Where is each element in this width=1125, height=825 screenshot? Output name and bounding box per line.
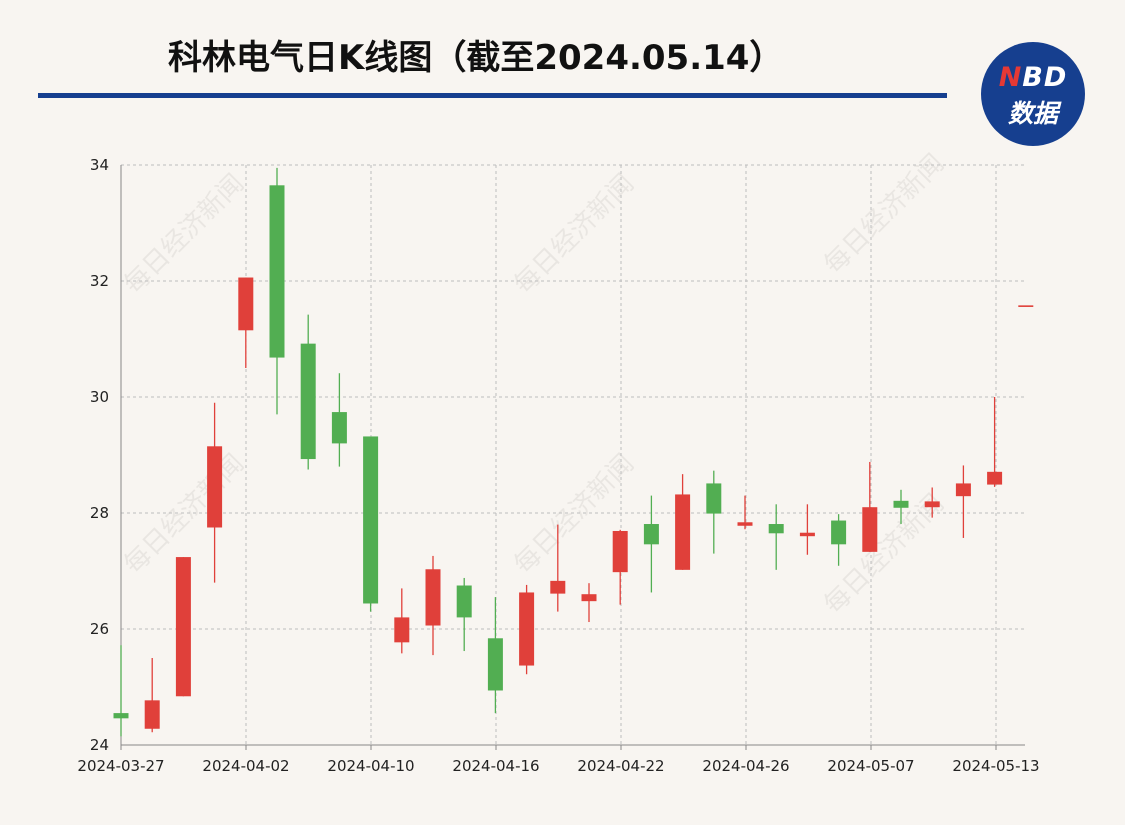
- y-tick-label: 34: [90, 156, 109, 174]
- candle-body: [643, 524, 659, 545]
- logo-bd-letters: BD: [1022, 62, 1068, 93]
- logo-n-letter: N: [998, 62, 1023, 93]
- candle-body: [456, 585, 472, 618]
- y-tick-label: 30: [90, 388, 109, 406]
- candle-body: [175, 557, 191, 697]
- x-tick-label: 2024-04-10: [327, 757, 414, 775]
- candle: [113, 645, 129, 737]
- watermark-text: 每日经济新闻: [119, 169, 251, 301]
- candle: [519, 584, 535, 675]
- title-underline: [38, 93, 947, 98]
- chart-title: 科林电气日K线图（截至2024.05.14）: [168, 38, 784, 78]
- candle: [893, 489, 909, 525]
- candle: [987, 397, 1003, 487]
- candle-body: [612, 530, 628, 573]
- candle: [706, 470, 722, 554]
- candle-body: [519, 592, 535, 666]
- candle: [238, 277, 254, 368]
- candle-body: [425, 569, 441, 626]
- candle: [612, 529, 628, 605]
- logo-nbd-text: NBD: [981, 62, 1085, 93]
- x-tick-label: 2024-05-07: [827, 757, 914, 775]
- candle-body: [1018, 305, 1034, 307]
- chart-axes: 24 26 28 30 32 34 2024-03-27 2024-04-02 2024-04-…: [77, 156, 1039, 775]
- candle-body: [987, 471, 1003, 485]
- candle-body: [924, 501, 940, 508]
- candle: [394, 588, 410, 654]
- candle: [456, 577, 472, 652]
- x-tick-label: 2024-04-16: [452, 757, 539, 775]
- candle: [643, 495, 659, 593]
- candle: [675, 474, 691, 570]
- candle: [175, 557, 191, 697]
- candle: [737, 495, 753, 530]
- candle-body: [706, 483, 722, 514]
- candle: [831, 514, 847, 566]
- y-tick-label: 26: [90, 620, 109, 638]
- candle: [207, 402, 223, 583]
- candle: [363, 436, 379, 612]
- logo-shuju-text: 数据: [1007, 99, 1058, 128]
- candle-body: [737, 522, 753, 526]
- candle-body: [893, 500, 909, 508]
- x-tick-label: 2024-04-02: [202, 757, 289, 775]
- candle: [144, 658, 160, 733]
- candle: [581, 583, 597, 623]
- candle: [799, 504, 815, 555]
- candle-body: [238, 277, 254, 331]
- candle-body: [113, 713, 129, 719]
- candle: [550, 524, 566, 612]
- candle-body: [955, 483, 971, 497]
- candle-body: [394, 617, 410, 643]
- candle-body: [363, 436, 379, 604]
- candle-body: [300, 343, 316, 460]
- candle: [425, 555, 441, 656]
- candle: [862, 461, 878, 552]
- x-tick-label: 2024-04-26: [702, 757, 789, 775]
- candle: [955, 465, 971, 538]
- x-tick-label: 2024-05-13: [952, 757, 1039, 775]
- candle-body: [144, 700, 160, 729]
- candle-body: [331, 412, 347, 444]
- candle: [768, 504, 784, 570]
- candle-body: [831, 520, 847, 545]
- candle-body: [675, 494, 691, 570]
- watermark-text: 每日经济新闻: [819, 149, 951, 281]
- watermark-text: 每日经济新闻: [509, 169, 641, 301]
- candle-series: [113, 167, 1034, 737]
- candle: [487, 597, 503, 714]
- x-tick-label: 2024-03-27: [77, 757, 164, 775]
- candle: [1018, 305, 1034, 307]
- candle-body: [768, 524, 784, 534]
- candle: [269, 167, 285, 415]
- candle: [924, 487, 940, 518]
- candle-body: [581, 594, 597, 602]
- chart-grid: [121, 164, 1025, 745]
- candle-body: [799, 532, 815, 537]
- nbd-logo: NBD 数据: [981, 42, 1085, 146]
- candle: [331, 373, 347, 467]
- candle-body: [269, 185, 285, 358]
- candle-body: [550, 580, 566, 594]
- candle-body: [487, 638, 503, 691]
- candle-body: [862, 507, 878, 552]
- y-tick-label: 24: [90, 736, 109, 754]
- y-tick-label: 28: [90, 504, 109, 522]
- candle: [300, 314, 316, 470]
- y-tick-label: 32: [90, 272, 109, 290]
- candle-body: [207, 446, 223, 528]
- x-tick-label: 2024-04-22: [577, 757, 664, 775]
